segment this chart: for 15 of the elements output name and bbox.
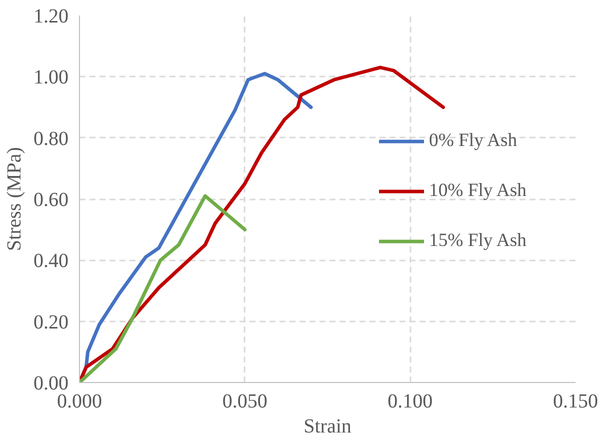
- legend-label: 10% Fly Ash: [429, 180, 526, 202]
- y-tick-label: 0.60: [34, 189, 68, 211]
- y-tick-label: 0.80: [34, 128, 68, 150]
- legend-label: 0% Fly Ash: [429, 130, 518, 152]
- y-axis-title: Stress (MPa): [4, 147, 26, 251]
- y-tick-label: 1.00: [34, 66, 68, 89]
- legend-label: 15% Fly Ash: [429, 230, 526, 252]
- line-series: [80, 194, 247, 382]
- y-tick-label: 1.20: [34, 6, 68, 28]
- y-tick-label: 0.20: [34, 311, 68, 334]
- x-tick-label: 0.050: [222, 390, 268, 412]
- y-tick-label: 0.40: [34, 250, 68, 272]
- x-tick-label: 0.150: [553, 390, 598, 412]
- x-axis-title: Strain: [304, 416, 352, 438]
- x-tick-label: 0.100: [388, 390, 433, 412]
